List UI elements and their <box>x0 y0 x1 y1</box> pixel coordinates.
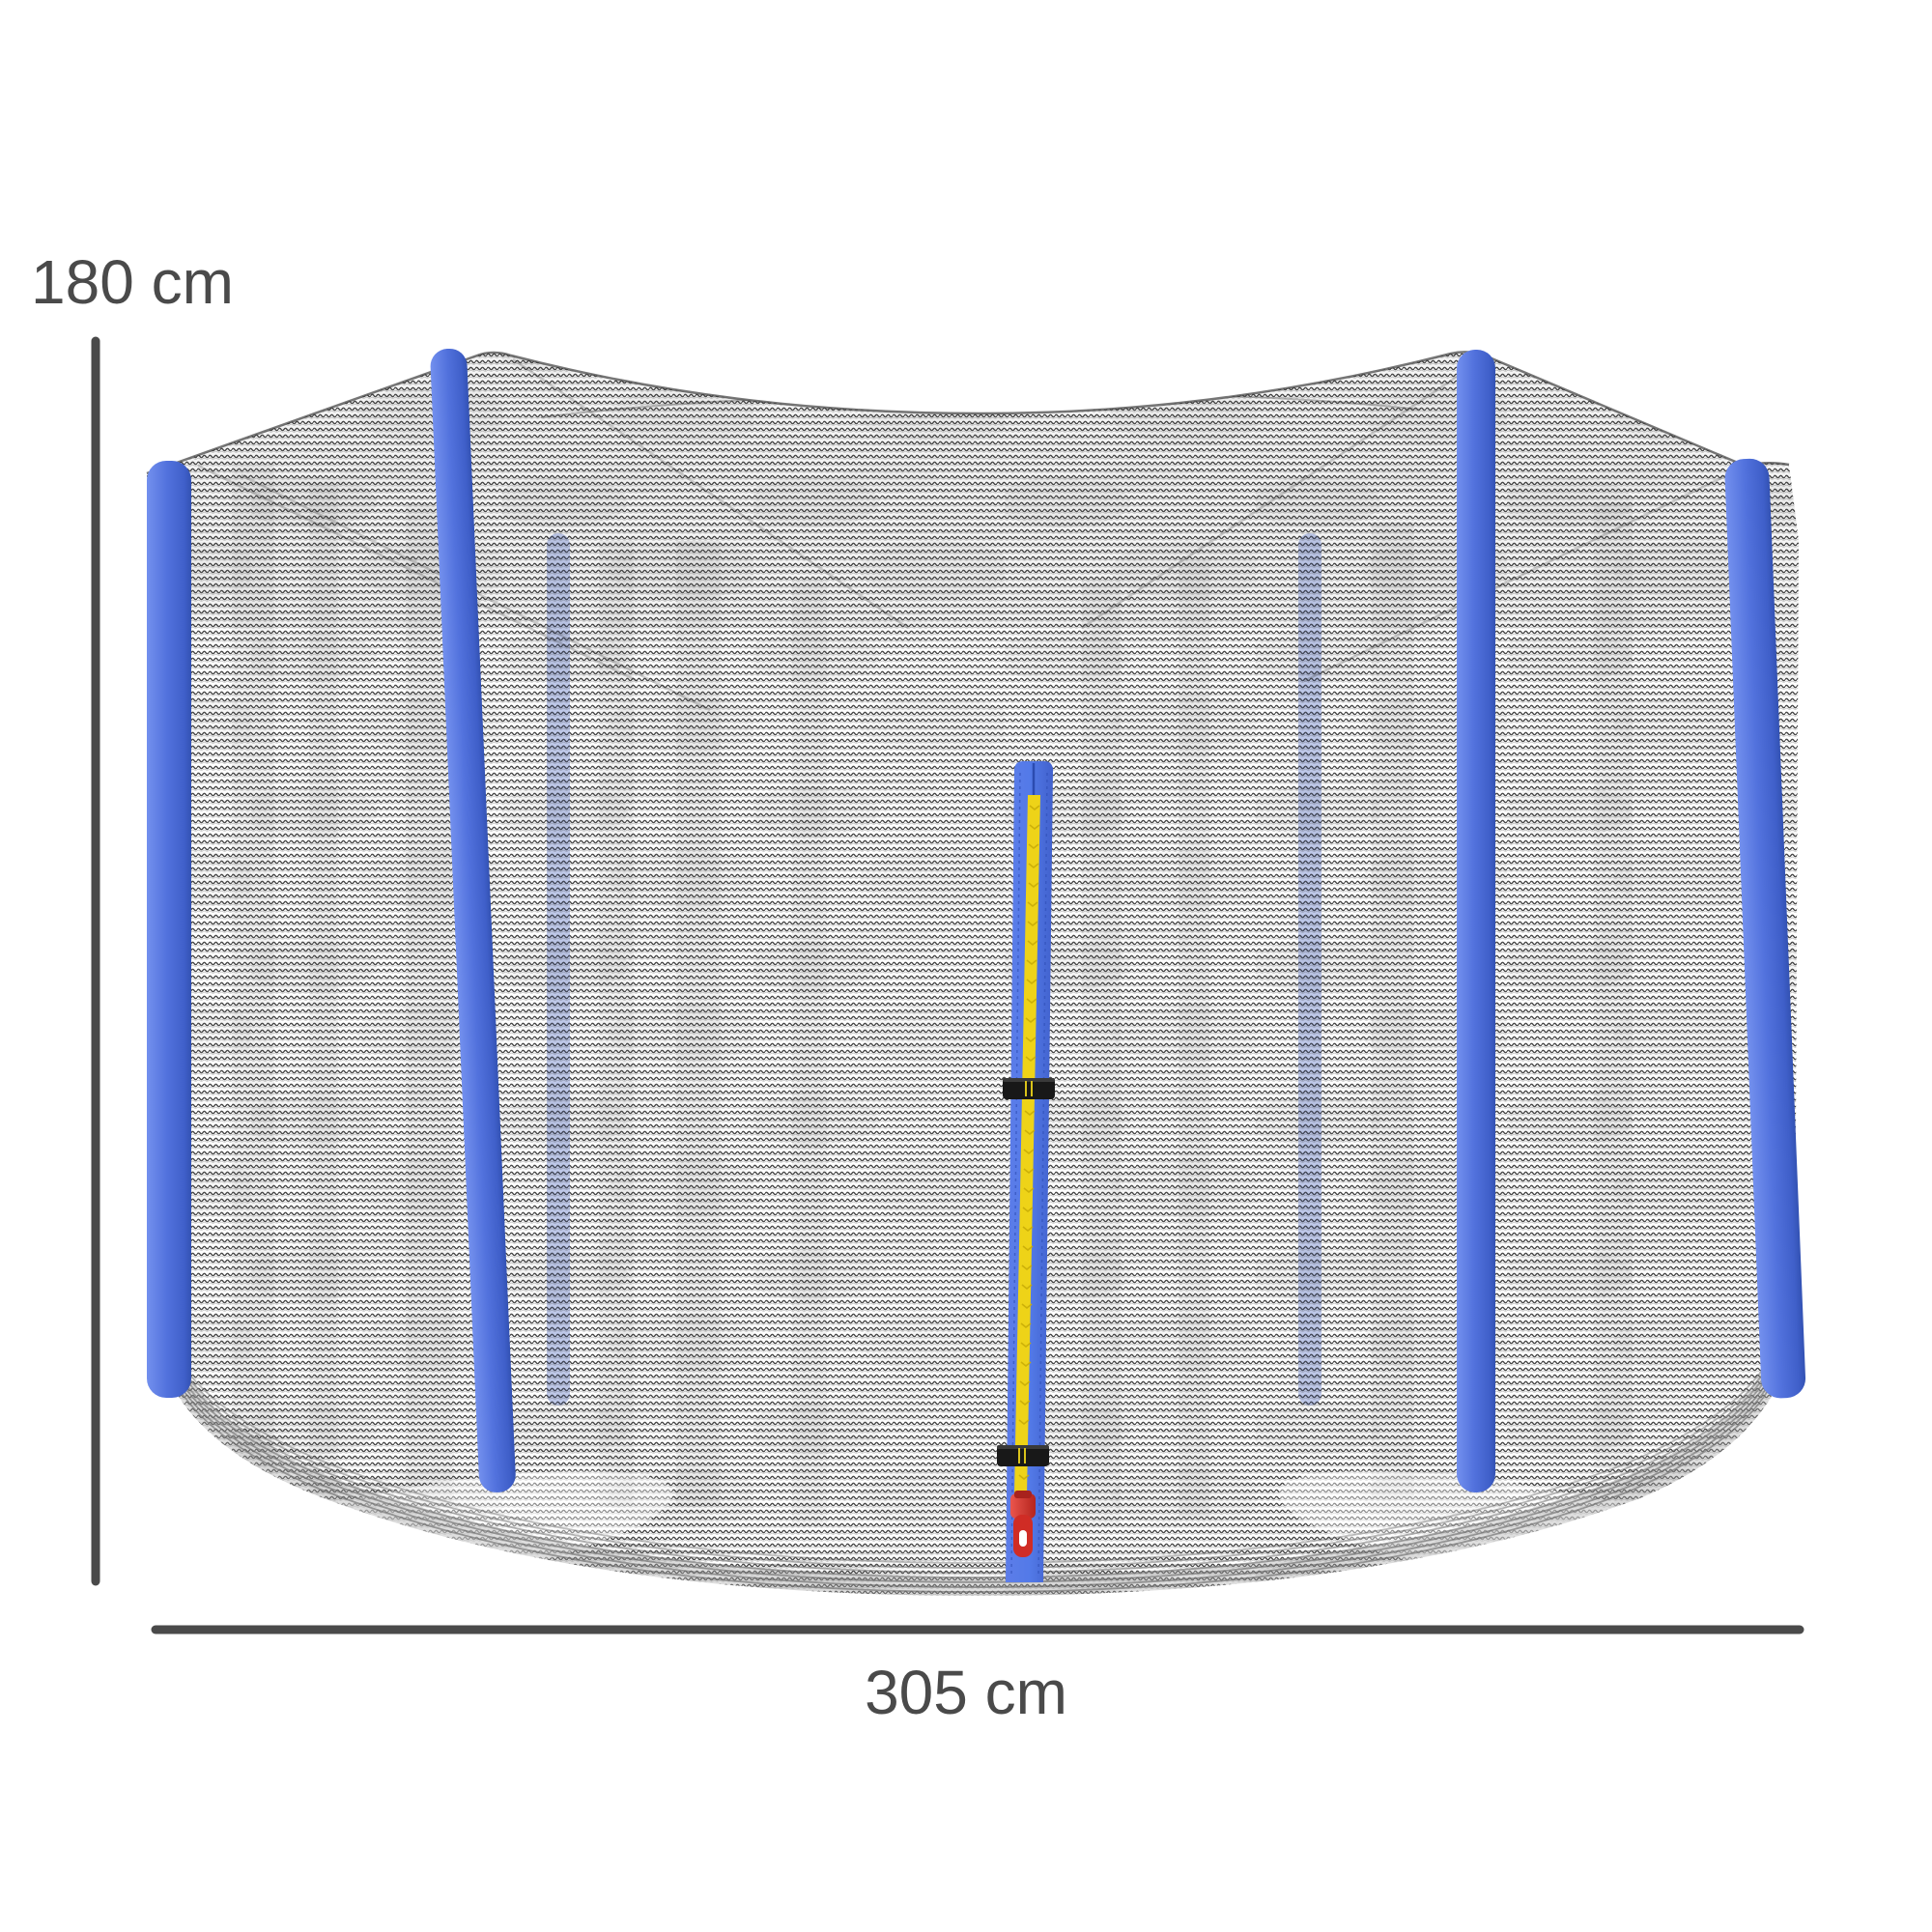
enclosure-net <box>146 351 1799 1596</box>
pole-right <box>1457 350 1495 1492</box>
back-pole-right <box>1298 533 1321 1406</box>
zipper-slider <box>1010 1491 1036 1557</box>
enclosure-poles <box>147 348 1806 1492</box>
pole-far-left <box>147 461 191 1398</box>
pole-left <box>430 348 516 1492</box>
width-dimension-label: 305 cm <box>865 1658 1067 1727</box>
back-pole-left <box>547 533 570 1406</box>
zipper-tape <box>1014 795 1040 1494</box>
height-dimension-label: 180 cm <box>31 247 234 317</box>
pole-far-right <box>1724 458 1806 1399</box>
zipper-teeth <box>1018 805 1040 1481</box>
dimension-annotations: 180 cm 305 cm <box>31 247 1804 1727</box>
zipper-entrance <box>997 761 1055 1582</box>
zipper-strap-top <box>1003 1078 1055 1099</box>
net-fold-shading <box>232 464 1633 1526</box>
zipper-strap-bottom <box>997 1445 1049 1466</box>
